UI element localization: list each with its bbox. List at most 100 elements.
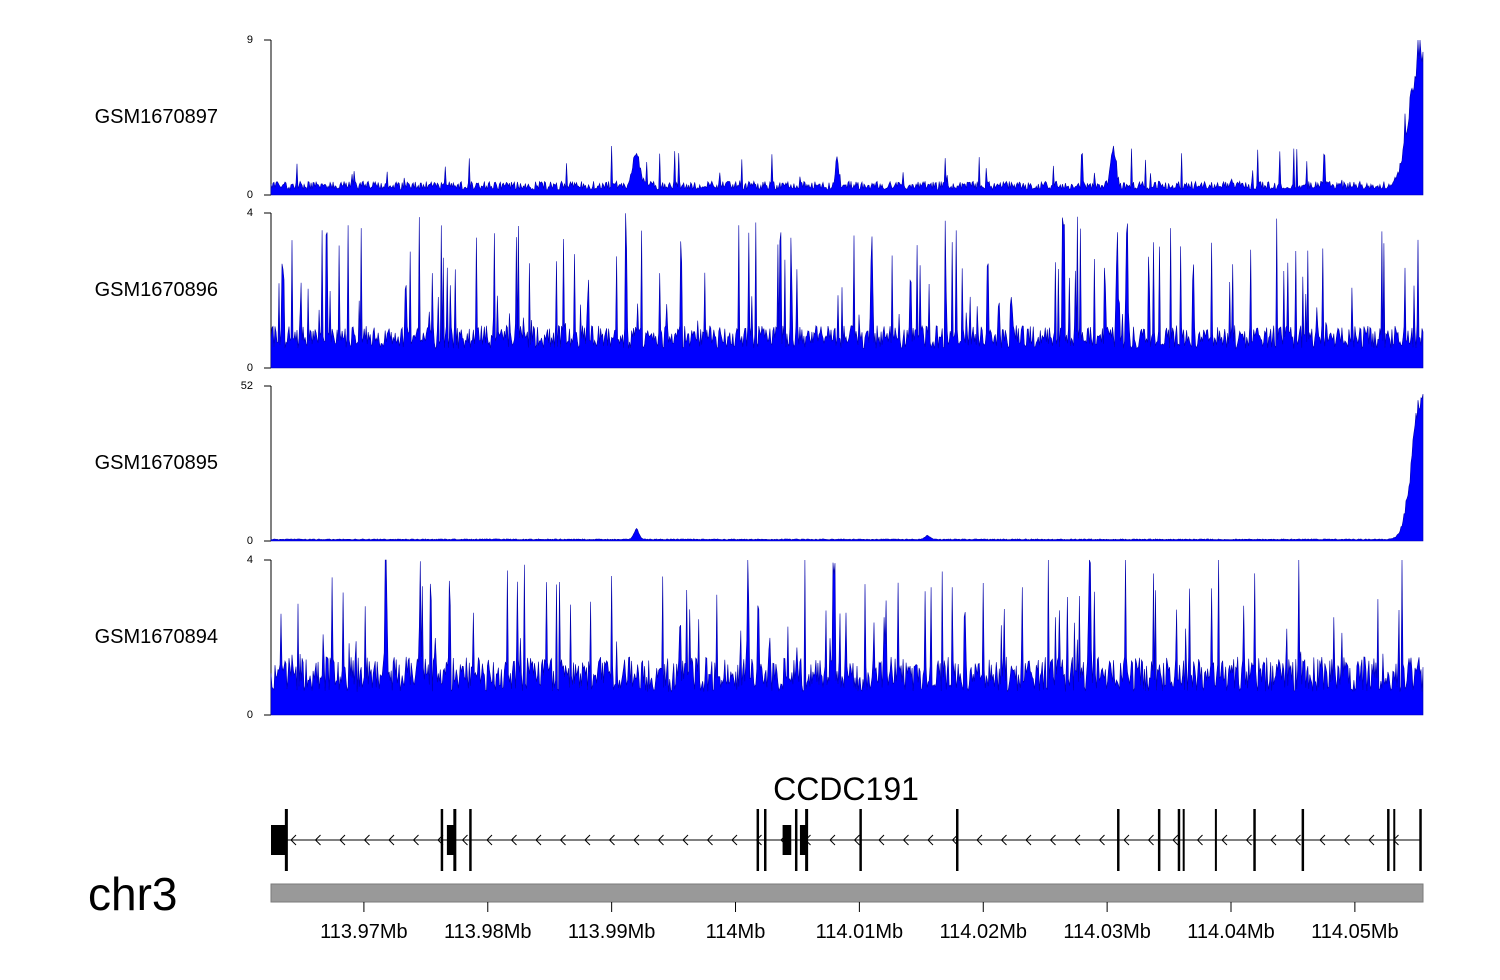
strand-arrow bbox=[1049, 834, 1056, 846]
track-GSM1670895: 52 0 GSM1670895 bbox=[95, 380, 1424, 547]
strand-arrow bbox=[461, 834, 468, 846]
track-label: GSM1670894 bbox=[95, 626, 218, 648]
strand-arrow bbox=[1196, 834, 1203, 846]
x-tick-label: 113.97Mb bbox=[320, 921, 407, 943]
strand-arrow bbox=[1098, 834, 1105, 846]
chromosome-axis: chr3 113.97Mb 113.98Mb 113.99Mb 114Mb 114.01… bbox=[88, 868, 1424, 943]
strand-arrow bbox=[290, 834, 297, 846]
exon bbox=[764, 809, 767, 871]
track-GSM1670894: 4 0 GSM1670894 bbox=[95, 554, 1424, 721]
exon-edge bbox=[453, 809, 457, 871]
exon bbox=[469, 809, 472, 871]
track-label: GSM1670896 bbox=[95, 279, 218, 301]
strand-arrow bbox=[731, 834, 738, 846]
exon bbox=[1387, 809, 1390, 871]
x-tick-label: 114.01Mb bbox=[816, 921, 903, 943]
strand-arrow bbox=[829, 834, 836, 846]
exon bbox=[440, 809, 444, 871]
strand-arrow bbox=[1074, 834, 1081, 846]
exon bbox=[782, 825, 792, 855]
exon bbox=[756, 809, 760, 871]
exon bbox=[446, 825, 455, 855]
exon bbox=[859, 809, 862, 871]
strand-arrow bbox=[755, 834, 762, 846]
track-label: GSM1670895 bbox=[95, 452, 218, 474]
strand-arrow bbox=[1270, 834, 1277, 846]
strand-arrow bbox=[1147, 834, 1154, 846]
exon bbox=[271, 825, 286, 855]
strand-arrow bbox=[608, 834, 615, 846]
strand-arrow bbox=[412, 834, 419, 846]
exon bbox=[1253, 809, 1256, 871]
strand-arrow bbox=[314, 834, 321, 846]
strand-arrow bbox=[706, 834, 713, 846]
x-tick-label: 114Mb bbox=[706, 921, 766, 943]
strand-arrow bbox=[657, 834, 664, 846]
strand-arrow bbox=[535, 834, 542, 846]
strand-arrow bbox=[486, 834, 493, 846]
strand-arrow bbox=[902, 834, 909, 846]
strand-arrow bbox=[510, 834, 517, 846]
exon bbox=[1182, 809, 1185, 871]
track-signal bbox=[270, 39, 1424, 196]
strand-arrow bbox=[363, 834, 370, 846]
track-GSM1670897: 9 0 GSM1670897 bbox=[95, 34, 1424, 201]
strand-arrow bbox=[633, 834, 640, 846]
track-signal bbox=[270, 394, 1424, 542]
strand-arrow bbox=[339, 834, 346, 846]
exon bbox=[956, 809, 959, 871]
x-tick-label: 114.04Mb bbox=[1187, 921, 1274, 943]
y-max-label: 4 bbox=[247, 554, 253, 566]
strand-arrow bbox=[584, 834, 591, 846]
strand-arrow bbox=[1025, 834, 1032, 846]
gene-label: CCDC191 bbox=[773, 771, 919, 807]
gene-track: CCDC191 bbox=[271, 771, 1422, 871]
y-min-label: 0 bbox=[247, 709, 253, 721]
strand-arrow bbox=[1319, 834, 1326, 846]
x-tick-label: 113.99Mb bbox=[568, 921, 655, 943]
strand-arrow bbox=[1221, 834, 1228, 846]
chromosome-bar bbox=[270, 883, 1424, 903]
strand-arrow bbox=[853, 834, 860, 846]
exon bbox=[1177, 809, 1181, 871]
strand-arrow bbox=[1294, 834, 1301, 846]
gene-model bbox=[271, 809, 1422, 871]
track-label: GSM1670897 bbox=[95, 106, 218, 128]
x-tick-label: 114.02Mb bbox=[940, 921, 1027, 943]
track-signal bbox=[270, 559, 1424, 716]
strand-arrow bbox=[878, 834, 885, 846]
strand-arrow bbox=[559, 834, 566, 846]
strand-arrow bbox=[976, 834, 983, 846]
strand-arrow bbox=[1343, 834, 1350, 846]
strand-arrow bbox=[1368, 834, 1375, 846]
y-max-label: 4 bbox=[247, 207, 253, 219]
coverage-tracks: 9 0 GSM1670897 4 0 GSM1670896 52 0 GSM1670895 4 0 G… bbox=[95, 34, 1424, 721]
strand-arrow bbox=[388, 834, 395, 846]
chromosome-label: chr3 bbox=[88, 868, 177, 920]
x-tick-label: 113.98Mb bbox=[444, 921, 531, 943]
strand-arrow bbox=[1123, 834, 1130, 846]
strand-arrow bbox=[1245, 834, 1252, 846]
y-min-label: 0 bbox=[247, 189, 253, 201]
exon bbox=[794, 809, 798, 871]
exon bbox=[1117, 809, 1120, 871]
x-tick-label: 114.05Mb bbox=[1311, 921, 1398, 943]
y-max-label: 9 bbox=[247, 34, 253, 46]
strand-arrow bbox=[1172, 834, 1179, 846]
track-GSM1670896: 4 0 GSM1670896 bbox=[95, 207, 1424, 374]
track-signal bbox=[270, 213, 1424, 369]
axis-ticks: 113.97Mb 113.98Mb 113.99Mb 114Mb 114.01Mb 114… bbox=[320, 902, 1399, 943]
exon bbox=[1419, 809, 1422, 871]
exon bbox=[1214, 809, 1217, 871]
strand-arrow bbox=[927, 834, 934, 846]
exon bbox=[799, 825, 807, 855]
strand-arrow bbox=[1000, 834, 1007, 846]
y-min-label: 0 bbox=[247, 362, 253, 374]
y-min-label: 0 bbox=[247, 535, 253, 547]
strand-arrow bbox=[951, 834, 958, 846]
x-tick-label: 114.03Mb bbox=[1063, 921, 1150, 943]
y-max-label: 52 bbox=[241, 380, 253, 392]
exon-edge bbox=[284, 809, 288, 871]
strand-arrow bbox=[682, 834, 689, 846]
